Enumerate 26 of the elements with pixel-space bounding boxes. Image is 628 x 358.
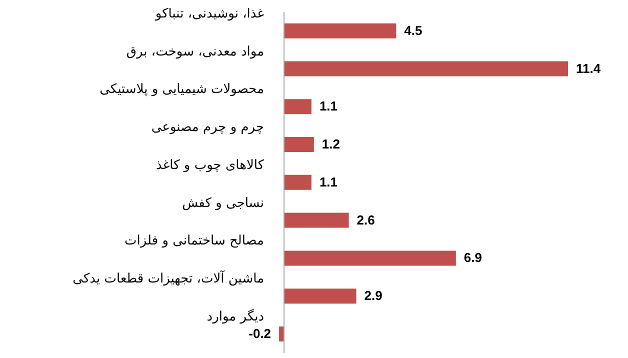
- data-label: 1.2: [322, 136, 340, 152]
- y-tick-label: مواد معدنی، سوخت، برق: [126, 44, 264, 60]
- data-label: 2.9: [364, 288, 382, 304]
- data-label: 1.1: [319, 98, 338, 114]
- bar: [284, 174, 312, 190]
- data-label: 1.1: [319, 174, 338, 190]
- data-label: 4.5: [404, 22, 422, 38]
- y-tick-label: محصولات شیمیایی و پلاستیکی: [100, 82, 264, 98]
- bar: [279, 326, 284, 342]
- bar: [284, 250, 456, 266]
- y-tick-label: نساجی و کفش: [182, 196, 264, 211]
- y-tick-label: چرم و چرم مصنوعی: [151, 120, 264, 136]
- data-label: 6.9: [464, 250, 482, 266]
- bar: [284, 212, 349, 228]
- y-tick-label: دیگر موارد: [206, 308, 264, 324]
- y-tick-label: مصالح ساختمانی و فلزات: [124, 234, 264, 249]
- bar: [284, 61, 568, 76]
- y-tick-label: کالاهای چوب و کاغذ: [156, 158, 265, 173]
- bar: [284, 288, 356, 304]
- bar: [284, 137, 314, 152]
- data-label: 11.4: [576, 60, 602, 76]
- bar: [284, 99, 312, 114]
- data-label: -0.2: [248, 326, 272, 341]
- bar: [284, 23, 396, 38]
- y-tick-label: ماشین آلات، تجهیزات قطعات یدکی: [72, 270, 264, 287]
- data-label: 2.6: [356, 212, 375, 228]
